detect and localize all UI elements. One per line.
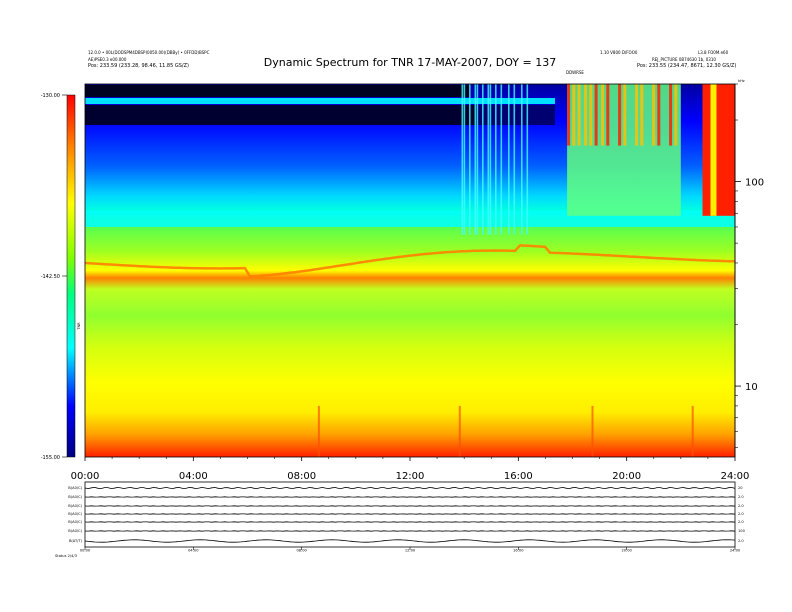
housekeeping-footer: Status 2/4/3 <box>55 554 77 558</box>
event-streak <box>635 84 639 146</box>
housekeeping-lines: B(A0/C) 20 B(A0/C) 2.0 B(A0/C) 2.0 B(A0/C) 2.0 B… <box>55 486 746 558</box>
event-streak <box>513 84 516 235</box>
housekeeping-x-tick-label: 12:00 <box>405 549 416 553</box>
housekeeping-x-tick-label: 20:00 <box>621 549 632 553</box>
event-streak <box>567 84 571 146</box>
event-streak <box>584 84 588 146</box>
x-tick-label: 04:00 <box>179 471 208 482</box>
housekeeping-right-tick: 100 <box>738 529 746 533</box>
event-streak <box>657 84 661 146</box>
housekeeping-x-tick-label: 16:00 <box>513 549 524 553</box>
event-streak <box>652 84 656 146</box>
event-streak <box>594 84 598 146</box>
lower-spike <box>591 405 594 457</box>
housekeeping-right-tick: 20 <box>738 486 743 490</box>
x-tick-label: 20:00 <box>612 471 641 482</box>
event-streak <box>669 84 673 146</box>
housekeeping-series-label: B(AT/T) <box>69 539 83 543</box>
event-streak <box>623 84 627 146</box>
housekeeping-x-tick-label: 04:00 <box>188 549 199 553</box>
event-streak <box>618 84 622 146</box>
colorbar-tick-label: -142.50 <box>41 274 60 280</box>
event-streak <box>461 84 464 235</box>
info-left-line-3: Pos: 233.59 (233.28, 98.46, 11.85 GS/Z) <box>88 63 189 69</box>
lower-spike <box>317 405 320 457</box>
colorbar-axis: -130.00 -142.50 -155.00 TNR <box>41 93 81 461</box>
y-axis-right: 100 10 kHz <box>734 79 764 457</box>
x-tick-label: 24:00 <box>721 471 750 482</box>
event-streak <box>469 84 471 235</box>
event-streak <box>487 84 490 235</box>
info-right-line-3: Pos: 233.55 (234.47, 8671, 12.30 GS/Z) <box>637 63 737 69</box>
x-tick-label: 12:00 <box>396 471 425 482</box>
event-streak <box>508 84 510 235</box>
x-axis: 00:00 04:00 08:00 12:00 16:00 20:00 24:00 <box>71 457 750 482</box>
event-streak <box>710 84 717 216</box>
event-streak <box>482 84 484 235</box>
housekeeping-right-tick: 2.0 <box>738 520 744 524</box>
event-streak <box>521 84 523 235</box>
info-center: 1.10 V800 D/FOO0 <box>600 50 638 55</box>
x-tick-label: 00:00 <box>71 471 100 482</box>
x-tick-label: 16:00 <box>504 471 533 482</box>
ripple-band <box>84 244 736 278</box>
colorbar-label: TNR <box>77 322 81 331</box>
y-tick-label: 10 <box>745 382 758 393</box>
event-streak <box>589 84 593 146</box>
event-streak <box>526 84 529 235</box>
housekeeping-right-tick: 2.0 <box>738 495 744 499</box>
housekeeping-x-tick-label: 24:00 <box>730 549 741 553</box>
housekeeping-series-label: B(A0/C) <box>68 486 82 490</box>
housekeeping-series-label: B(A0/C) <box>68 504 82 508</box>
marker-label: DDWRSE <box>566 70 584 75</box>
event-streak <box>640 84 644 146</box>
chart-title: Dynamic Spectrum for TNR 17-MAY-2007, DO… <box>263 56 557 69</box>
housekeeping-series-label: B(A0/C) <box>68 529 82 533</box>
event-streak <box>572 84 576 146</box>
housekeeping-series-line <box>84 486 736 490</box>
info-left-line-1: 12.0.0 • 00L(DODSPM4DBSP)0050.00)(DBBy) … <box>88 50 210 55</box>
colorbar-tick-label: -155.00 <box>41 455 60 461</box>
y-tick-label: 100 <box>745 178 764 189</box>
housekeeping-right-tick: 2.0 <box>738 512 744 516</box>
event-streak <box>577 84 581 146</box>
housekeeping-right-tick: 2.0 <box>738 539 744 543</box>
event-streak <box>674 84 678 146</box>
spectrogram-layers <box>84 84 736 457</box>
housekeeping-right-tick: 2.0 <box>738 504 744 508</box>
info-right-line-2: REJ_PICTURE 0B74630 1b, 0310 <box>652 57 716 62</box>
event-streak <box>495 84 497 235</box>
event-region <box>702 84 735 216</box>
x-tick-label: 08:00 <box>287 471 316 482</box>
housekeeping-series-label: B(A0/C) <box>68 512 82 516</box>
event-streak <box>601 84 605 146</box>
event-streak <box>606 84 610 146</box>
lower-spike <box>691 405 694 457</box>
event-streak <box>476 84 479 235</box>
info-right-line-1: L3.8 FO0M.e60 <box>698 50 729 55</box>
housekeeping-x-tick-label: 08:00 <box>296 549 307 553</box>
event-streak <box>463 84 466 235</box>
event-streak <box>500 84 503 235</box>
y-unit-label: kHz <box>738 79 745 83</box>
event-streak <box>489 84 492 235</box>
dark-band-mid <box>85 105 475 125</box>
housekeeping-series-line <box>84 539 736 543</box>
info-left-line-2: AE)PSE0.3 e00.000 <box>88 57 127 62</box>
dark-band-top <box>85 85 470 97</box>
housekeeping-x-tick-label: 00:00 <box>80 549 91 553</box>
lower-spike <box>458 405 461 457</box>
colorbar-tick-label: -130.00 <box>41 93 60 99</box>
housekeeping-series-label: B(A0/C) <box>68 495 82 499</box>
housekeeping-series-label: B(A0/C) <box>68 520 82 524</box>
cyan-band-top <box>85 98 555 104</box>
event-streak <box>474 84 477 235</box>
